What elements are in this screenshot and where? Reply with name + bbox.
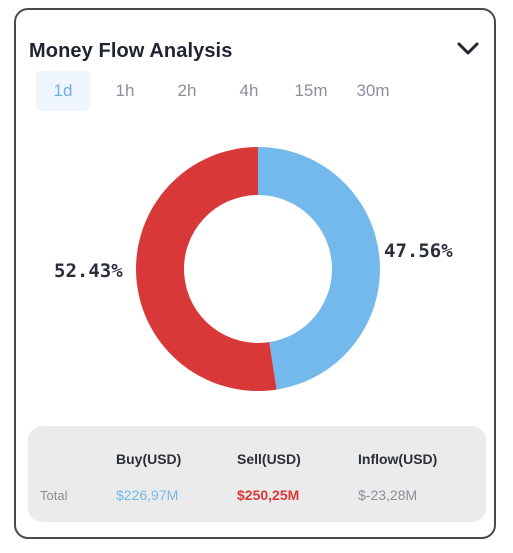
inflow-value: $-23,28M (358, 487, 418, 503)
chevron-down-icon[interactable] (454, 38, 482, 60)
card-title: Money Flow Analysis (29, 40, 233, 62)
tab-15m[interactable]: 15m (294, 81, 328, 100)
sell-slice (135, 147, 277, 392)
tab-2h[interactable]: 2h (177, 81, 197, 100)
timeframe-tabs: 1d 1h 2h 4h 15m 30m (36, 71, 416, 111)
tab-30m[interactable]: 30m (356, 81, 390, 100)
tab-1h[interactable]: 1h (115, 81, 135, 100)
tab-4h[interactable]: 4h (239, 81, 259, 100)
sell-value: $250,25M (237, 487, 300, 503)
sell-header: Sell(USD) (237, 451, 301, 467)
inflow-header: Inflow(USD) (358, 451, 438, 467)
total-label: Total (40, 488, 68, 503)
summary-panel: Buy(USD) Sell(USD) Inflow(USD) Total $22… (28, 426, 486, 522)
buy-value: $226,97M (116, 487, 179, 503)
money-flow-card: Money Flow Analysis 1d 1h 2h 4h 15m 30m … (14, 8, 496, 539)
buy-percentage-label: 47.56% (384, 240, 453, 262)
sell-percentage-label: 52.43% (54, 260, 123, 282)
buy-slice (258, 147, 380, 390)
buy-header: Buy(USD) (116, 451, 182, 467)
money-flow-donut-chart (135, 147, 380, 392)
tab-1d[interactable]: 1d (36, 71, 90, 111)
